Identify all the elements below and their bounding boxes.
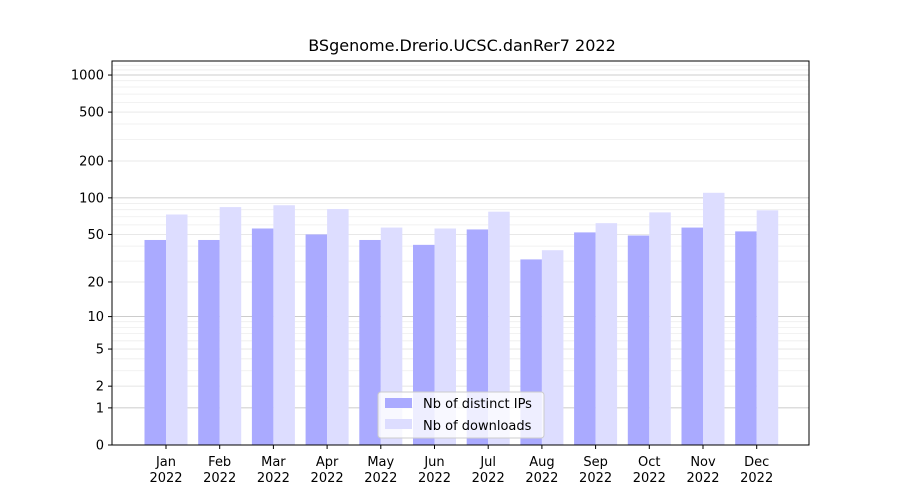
plot-area-frame (111, 60, 810, 446)
x-tick-label-month: Jun (423, 455, 444, 470)
x-axis: Jan2022Feb2022Mar2022Apr2022May2022Jun20… (149, 445, 773, 486)
bar-distinct-ips (251, 228, 274, 445)
bar-distinct-ips (305, 234, 328, 445)
bar-distinct-ips (466, 229, 489, 445)
y-tick-label: 100 (79, 191, 104, 206)
bar-downloads (703, 192, 725, 445)
y-tick-label: 10 (87, 310, 104, 325)
bar-downloads (595, 223, 618, 445)
x-tick-label-month: Sep (583, 455, 608, 470)
bar-downloads (219, 207, 242, 445)
y-tick-label: 1000 (71, 69, 104, 84)
bar-distinct-ips (574, 232, 596, 445)
x-tick-label-month: Dec (744, 455, 769, 470)
x-tick-label-month: May (367, 455, 394, 470)
x-tick-label-year: 2022 (418, 471, 451, 486)
y-tick-label: 1 (96, 401, 104, 416)
x-tick-label-year: 2022 (472, 471, 505, 486)
bar-downloads (488, 211, 510, 445)
y-tick-label: 5 (96, 343, 104, 358)
x-tick-label-month: Nov (690, 455, 716, 470)
y-tick-label: 50 (87, 228, 104, 243)
y-tick-label: 0 (96, 439, 104, 454)
x-tick-label-month: Jan (155, 455, 176, 470)
bars (144, 192, 779, 445)
bar-downloads (541, 250, 564, 445)
x-tick-label-year: 2022 (633, 471, 666, 486)
y-tick-label: 2 (96, 380, 104, 395)
bar-downloads (166, 214, 188, 445)
bar-distinct-ips (144, 239, 166, 445)
bar-downloads (649, 212, 671, 445)
chart-title: BSgenome.Drerio.UCSC.danRer7 2022 (308, 36, 616, 55)
x-tick-label-year: 2022 (579, 471, 612, 486)
bar-downloads (273, 205, 295, 445)
x-tick-label-month: Feb (208, 455, 231, 470)
x-tick-label-year: 2022 (364, 471, 397, 486)
x-tick-label-month: Mar (261, 455, 286, 470)
bar-downloads (380, 227, 403, 445)
x-tick-label-year: 2022 (686, 471, 719, 486)
x-tick-label-month: Oct (638, 455, 660, 470)
y-tick-label: 500 (79, 106, 104, 121)
legend-label-downloads: Nb of downloads (423, 419, 532, 434)
bar-distinct-ips (627, 235, 650, 445)
y-axis: 0 1 2 5 10 20 50 100 200 500 1000 (71, 69, 112, 454)
x-tick-label-year: 2022 (149, 471, 182, 486)
x-tick-label-month: Aug (529, 455, 554, 470)
x-tick-label-month: Apr (316, 455, 339, 470)
legend-swatch-downloads (385, 419, 412, 429)
x-tick-label-year: 2022 (311, 471, 344, 486)
bar-downloads (434, 228, 456, 445)
legend: Nb of distinct IPs Nb of downloads (377, 391, 545, 439)
bar-distinct-ips (681, 227, 703, 445)
legend-label-distinct-ips: Nb of distinct IPs (423, 397, 532, 412)
x-tick-label-year: 2022 (525, 471, 558, 486)
y-tick-label: 200 (79, 155, 104, 170)
bar-downloads (756, 210, 779, 445)
x-tick-label-year: 2022 (740, 471, 773, 486)
bar-distinct-ips (198, 239, 220, 445)
x-tick-label-month: Jul (479, 455, 496, 470)
bar-downloads (327, 209, 349, 445)
y-tick-label: 20 (87, 275, 104, 290)
legend-box (377, 391, 545, 439)
x-tick-label-year: 2022 (203, 471, 236, 486)
bar-distinct-ips (735, 231, 757, 445)
bar-distinct-ips (359, 239, 381, 445)
x-tick-label-year: 2022 (257, 471, 290, 486)
legend-swatch-distinct-ips (385, 398, 412, 408)
